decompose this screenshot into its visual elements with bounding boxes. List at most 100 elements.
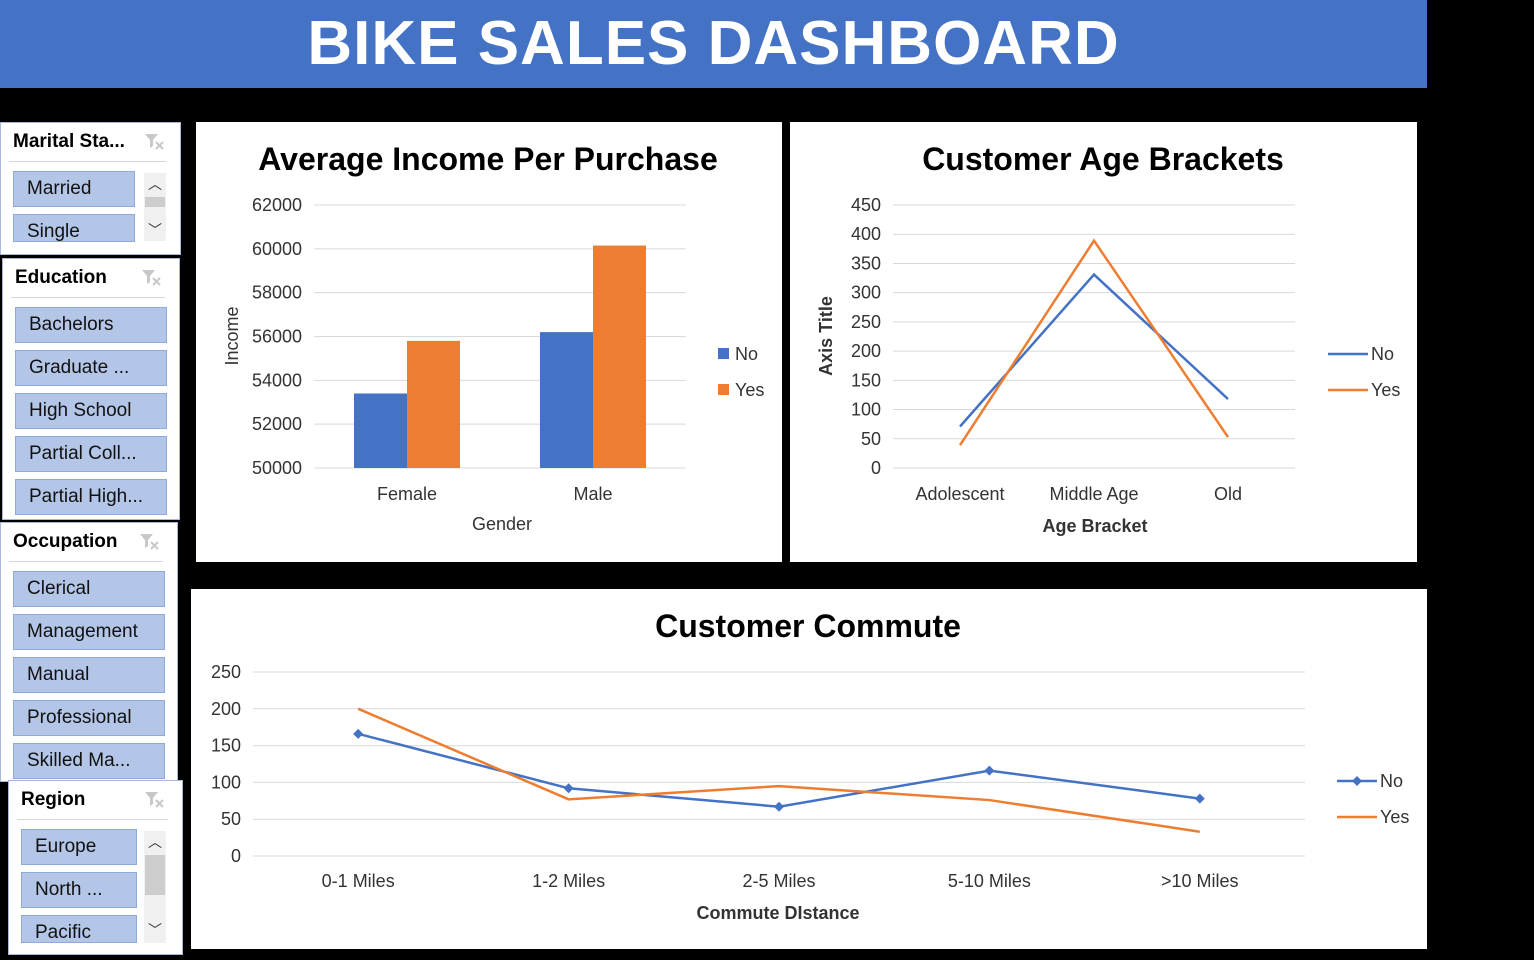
y-tick-label: 250 bbox=[851, 312, 881, 332]
x-tick-label: Male bbox=[573, 484, 612, 504]
chart-title: Customer Age Brackets bbox=[922, 141, 1284, 177]
y-tick-label: 58000 bbox=[252, 283, 302, 303]
y-tick-label: 60000 bbox=[252, 239, 302, 259]
legend-label: Yes bbox=[735, 380, 764, 400]
x-axis-label: Gender bbox=[472, 514, 532, 534]
bar bbox=[407, 340, 461, 468]
y-tick-label: 150 bbox=[211, 736, 241, 756]
clear-filter-icon[interactable] bbox=[143, 131, 165, 153]
slicer-title: Occupation bbox=[13, 531, 118, 552]
series-line bbox=[958, 238, 1230, 446]
legend-swatch bbox=[718, 384, 729, 395]
y-tick-label: 56000 bbox=[252, 327, 302, 347]
marital-status-slicer: Marital Sta... Married Single ︿ ﹀ bbox=[0, 122, 181, 255]
clear-filter-icon[interactable] bbox=[143, 789, 165, 811]
data-point bbox=[984, 765, 995, 776]
slicer-item-skilled-manual[interactable]: Skilled Ma... bbox=[13, 743, 165, 779]
slicer-item-bachelors[interactable]: Bachelors bbox=[15, 307, 167, 343]
y-tick-label: 100 bbox=[851, 400, 881, 420]
slicer-divider bbox=[9, 561, 163, 562]
region-slicer: Region Europe North ... Pacific ︿ ﹀ bbox=[8, 780, 183, 955]
x-tick-label: Adolescent bbox=[915, 484, 1004, 504]
data-point bbox=[353, 728, 364, 739]
age-chart-panel: Customer Age Brackets 0 50 100 150 200 250 300 3… bbox=[790, 122, 1417, 562]
y-tick-label: 52000 bbox=[252, 414, 302, 434]
data-point bbox=[774, 801, 784, 812]
header-banner: BIKE SALES DASHBOARD bbox=[0, 0, 1427, 88]
y-tick-label: 350 bbox=[851, 253, 881, 273]
y-axis-label: Income bbox=[222, 306, 242, 365]
x-tick-label: 5-10 Miles bbox=[948, 871, 1031, 891]
series-line bbox=[357, 732, 1200, 808]
slicer-item-high-school[interactable]: High School bbox=[15, 393, 167, 429]
y-tick-label: 250 bbox=[211, 662, 241, 682]
y-tick-label: 300 bbox=[851, 283, 881, 303]
data-point bbox=[1194, 793, 1205, 804]
y-tick-label: 450 bbox=[851, 195, 881, 215]
income-chart: Average Income Per Purchase 50000 52000 540… bbox=[222, 141, 764, 534]
clear-filter-icon[interactable] bbox=[138, 531, 160, 553]
education-slicer: Education Bachelors Graduate ... High Sc… bbox=[2, 258, 180, 520]
slicer-item-graduate[interactable]: Graduate ... bbox=[15, 350, 167, 386]
bar bbox=[539, 332, 593, 468]
x-tick-label: >10 Miles bbox=[1161, 871, 1239, 891]
age-chart: Customer Age Brackets 0 50 100 150 200 250 300 3… bbox=[816, 141, 1400, 536]
x-tick-label: Female bbox=[377, 484, 437, 504]
slicer-item-professional[interactable]: Professional bbox=[13, 700, 165, 736]
scroll-up-icon[interactable]: ︿ bbox=[148, 834, 162, 850]
scroll-thumb[interactable] bbox=[145, 197, 165, 207]
x-tick-label: 2-5 Miles bbox=[742, 871, 815, 891]
commute-chart: Customer Commute 0 50 100 150 200 250 0-1 Miles… bbox=[211, 608, 1409, 923]
y-tick-label: 50 bbox=[221, 809, 241, 829]
series-line bbox=[959, 272, 1229, 428]
legend-label: No bbox=[1371, 344, 1394, 364]
slicer-item-north-america[interactable]: North ... bbox=[21, 872, 137, 908]
scroll-up-icon[interactable]: ︿ bbox=[148, 176, 162, 192]
slicer-item-pacific[interactable]: Pacific bbox=[21, 915, 137, 943]
slicer-divider bbox=[11, 297, 165, 298]
slicer-item-clerical[interactable]: Clerical bbox=[13, 571, 165, 607]
y-tick-label: 200 bbox=[211, 699, 241, 719]
x-tick-label: Old bbox=[1214, 484, 1242, 504]
slicer-scrollbar[interactable]: ︿ ﹀ bbox=[144, 173, 166, 241]
slicer-divider bbox=[9, 161, 166, 162]
legend-label: No bbox=[1380, 771, 1403, 791]
occupation-slicer: Occupation Clerical Management Manual Pr… bbox=[0, 522, 178, 782]
scroll-thumb[interactable] bbox=[145, 855, 165, 895]
y-tick-label: 150 bbox=[851, 370, 881, 390]
slicer-item-married[interactable]: Married bbox=[13, 171, 135, 207]
slicer-item-partial-college[interactable]: Partial Coll... bbox=[15, 436, 167, 472]
slicer-item-europe[interactable]: Europe bbox=[21, 829, 137, 865]
clear-filter-icon[interactable] bbox=[140, 267, 162, 289]
x-axis-label: Age Bracket bbox=[1042, 516, 1147, 536]
scroll-down-icon[interactable]: ﹀ bbox=[148, 222, 162, 238]
bar bbox=[593, 245, 647, 468]
slicer-item-manual[interactable]: Manual bbox=[13, 657, 165, 693]
x-axis-label: Commute DIstance bbox=[696, 903, 859, 923]
y-tick-label: 0 bbox=[231, 846, 241, 866]
y-tick-label: 400 bbox=[851, 224, 881, 244]
y-tick-label: 100 bbox=[211, 772, 241, 792]
legend-label: Yes bbox=[1371, 380, 1400, 400]
scroll-down-icon[interactable]: ﹀ bbox=[148, 922, 162, 938]
y-tick-label: 50 bbox=[861, 429, 881, 449]
slicer-title: Region bbox=[21, 789, 86, 810]
y-tick-label: 62000 bbox=[252, 195, 302, 215]
chart-title: Average Income Per Purchase bbox=[258, 141, 717, 177]
y-tick-label: 54000 bbox=[252, 370, 302, 390]
slicer-scrollbar[interactable]: ︿ ﹀ bbox=[144, 831, 166, 943]
income-chart-panel: Average Income Per Purchase 50000 52000 540… bbox=[196, 122, 782, 562]
y-axis-label: Axis Title bbox=[816, 296, 836, 376]
legend-marker bbox=[1352, 776, 1362, 786]
commute-chart-panel: Customer Commute 0 50 100 150 200 250 0-1 Miles… bbox=[191, 589, 1427, 949]
x-tick-label: 1-2 Miles bbox=[532, 871, 605, 891]
dashboard-title: BIKE SALES DASHBOARD bbox=[307, 9, 1120, 78]
slicer-title: Education bbox=[15, 267, 107, 288]
slicer-item-management[interactable]: Management bbox=[13, 614, 165, 650]
y-tick-label: 200 bbox=[851, 341, 881, 361]
slicer-item-single[interactable]: Single bbox=[13, 214, 135, 242]
slicer-title: Marital Sta... bbox=[13, 131, 125, 152]
slicer-item-partial-high[interactable]: Partial High... bbox=[15, 479, 167, 515]
legend-swatch bbox=[718, 348, 729, 359]
y-tick-label: 50000 bbox=[252, 458, 302, 478]
